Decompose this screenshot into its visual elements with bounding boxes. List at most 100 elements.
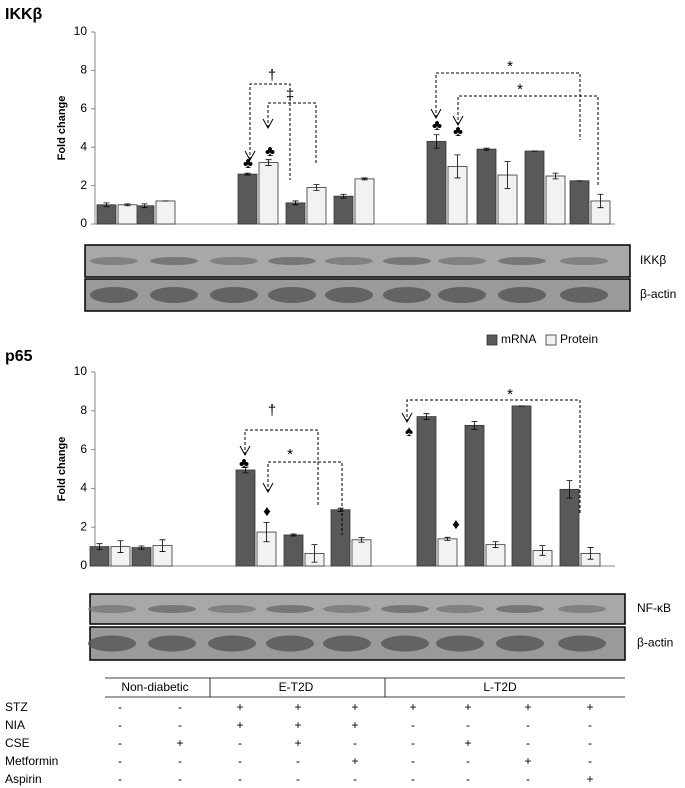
y-tick-label: 4 bbox=[80, 139, 87, 153]
error-bar bbox=[471, 421, 478, 430]
annotation: ♣ bbox=[453, 123, 463, 140]
cell: - bbox=[466, 718, 470, 732]
error-bar bbox=[263, 521, 270, 543]
y-tick-label: 6 bbox=[80, 101, 87, 115]
cell: + bbox=[294, 718, 301, 732]
error-bar bbox=[454, 154, 461, 179]
bar bbox=[569, 180, 590, 225]
bracket bbox=[249, 83, 291, 180]
row-label: Metformin bbox=[5, 754, 58, 768]
cell: + bbox=[294, 736, 301, 750]
arrow-head bbox=[401, 412, 413, 424]
arrow-head bbox=[262, 118, 274, 130]
error-bar bbox=[539, 545, 546, 556]
cell: - bbox=[238, 754, 242, 768]
bar bbox=[354, 178, 375, 225]
blot-band bbox=[558, 635, 606, 652]
cell: - bbox=[353, 736, 357, 750]
y-tick-label: 0 bbox=[80, 216, 87, 230]
cell: - bbox=[588, 736, 592, 750]
cell: + bbox=[236, 700, 243, 714]
cell: + bbox=[176, 736, 183, 750]
error-bar bbox=[290, 533, 297, 537]
cell: - bbox=[526, 718, 530, 732]
cell: - bbox=[466, 772, 470, 786]
arrow-head bbox=[244, 150, 256, 162]
bar bbox=[258, 162, 279, 225]
cell: - bbox=[588, 718, 592, 732]
error-bar bbox=[265, 159, 272, 166]
blot-label: β-actin bbox=[640, 287, 676, 301]
cell: - bbox=[466, 754, 470, 768]
error-bar bbox=[244, 172, 251, 176]
cell: - bbox=[526, 772, 530, 786]
chart-title: IKKβ bbox=[5, 6, 43, 23]
cell: - bbox=[118, 754, 122, 768]
cell: + bbox=[409, 700, 416, 714]
blot-band bbox=[208, 605, 256, 613]
blot-band bbox=[325, 287, 373, 303]
annotation: † bbox=[268, 67, 276, 84]
blot-band bbox=[90, 287, 138, 303]
legend-label: mRNA bbox=[501, 332, 536, 346]
annotation: ♦ bbox=[452, 516, 460, 533]
bar bbox=[545, 175, 566, 225]
y-tick-label: 6 bbox=[80, 442, 87, 456]
cell: + bbox=[524, 700, 531, 714]
bracket bbox=[406, 399, 581, 515]
error-bar bbox=[340, 193, 347, 199]
cell: - bbox=[296, 772, 300, 786]
arrow-head bbox=[430, 108, 442, 120]
error-bar bbox=[361, 177, 368, 181]
blot-band bbox=[498, 287, 546, 303]
arrow-head bbox=[239, 445, 251, 457]
cell: - bbox=[238, 772, 242, 786]
bracket bbox=[435, 72, 581, 140]
error-bar bbox=[159, 539, 166, 552]
error-bar bbox=[313, 184, 320, 191]
blot-band bbox=[208, 635, 256, 652]
row-label: NIA bbox=[5, 718, 25, 732]
cell: + bbox=[351, 718, 358, 732]
annotation: † bbox=[268, 402, 276, 419]
bar bbox=[155, 200, 176, 225]
cell: - bbox=[178, 772, 182, 786]
blot-band bbox=[496, 635, 544, 652]
annotation: ♦ bbox=[263, 503, 271, 520]
y-tick-label: 0 bbox=[80, 558, 87, 572]
error-bar bbox=[292, 200, 299, 206]
blot-band bbox=[90, 257, 138, 265]
bracket bbox=[267, 461, 343, 535]
bar bbox=[524, 150, 545, 225]
blot-band bbox=[496, 605, 544, 613]
bar bbox=[283, 534, 304, 567]
blot-band bbox=[210, 287, 258, 303]
cell: + bbox=[464, 700, 471, 714]
error-bar bbox=[358, 537, 365, 543]
blot-band bbox=[438, 287, 486, 303]
cell: - bbox=[118, 736, 122, 750]
cell: + bbox=[236, 718, 243, 732]
bar bbox=[437, 538, 458, 567]
cell: - bbox=[411, 772, 415, 786]
bar bbox=[131, 547, 152, 567]
legend-swatch bbox=[545, 334, 557, 346]
cell: - bbox=[588, 754, 592, 768]
group-label: L-T2D bbox=[483, 680, 517, 694]
cell: - bbox=[353, 772, 357, 786]
blot-band bbox=[383, 287, 431, 303]
error-bar bbox=[597, 193, 604, 209]
arrow-head bbox=[452, 115, 464, 127]
blot-band bbox=[268, 287, 316, 303]
annotation: ♣ bbox=[243, 155, 253, 172]
cell: + bbox=[464, 736, 471, 750]
blot-band bbox=[88, 635, 136, 652]
error-bar bbox=[138, 545, 145, 550]
blot-band bbox=[558, 605, 606, 613]
row-label: Aspirin bbox=[5, 772, 42, 786]
y-tick-label: 8 bbox=[80, 63, 87, 77]
y-axis-label: Fold change bbox=[56, 96, 68, 161]
cell: - bbox=[178, 754, 182, 768]
annotation: * bbox=[507, 58, 513, 75]
